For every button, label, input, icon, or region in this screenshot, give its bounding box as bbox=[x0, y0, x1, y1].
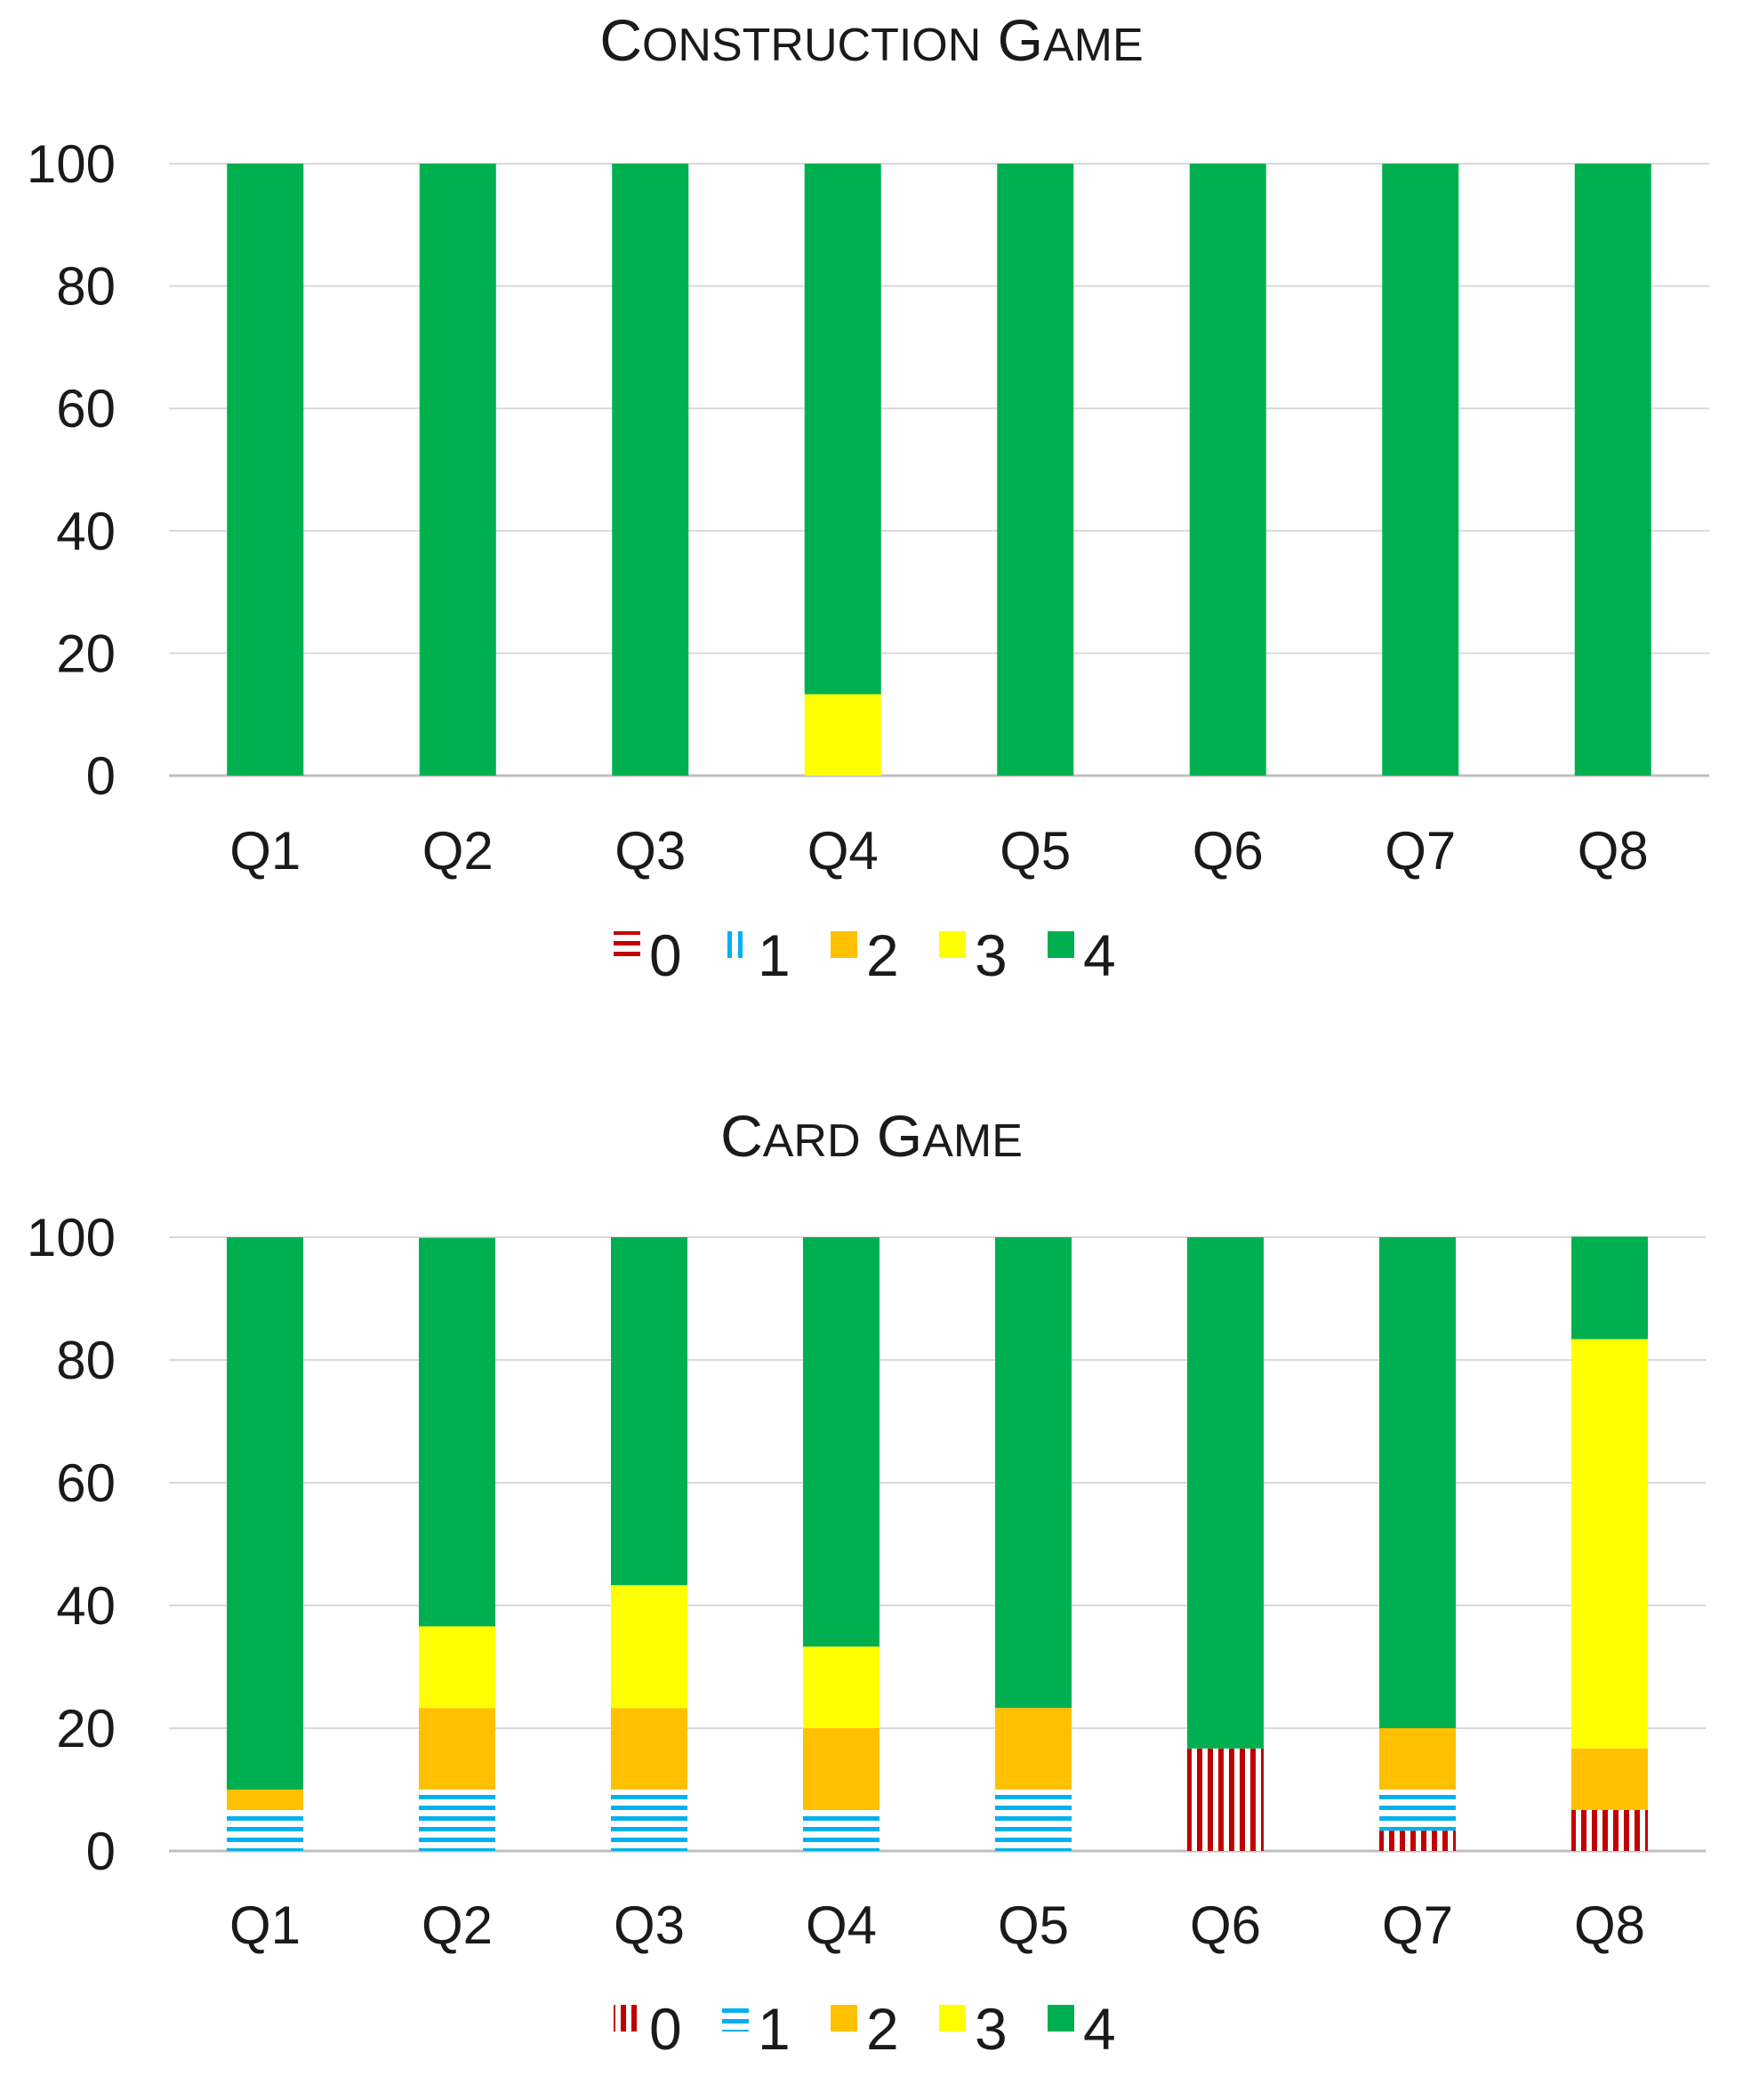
chart-card-game-bar-q3-score-4 bbox=[611, 1237, 687, 1586]
chart-card-game-xtick-label: Q1 bbox=[229, 1895, 301, 1955]
chart-construction-game-xtick-label: Q1 bbox=[229, 821, 301, 881]
chart-card-game-bar-q7-score-0 bbox=[1379, 1830, 1456, 1851]
chart-card-game: CARD GAME 0 20 40 60 80 100 Q1 Q2 Q3 Q4 Q5 Q6 Q7 Q8 0 1 2… bbox=[27, 1103, 1706, 2062]
chart-construction-game-legend-label-1: 1 bbox=[758, 922, 791, 988]
chart-card-game-bar-q2-score-2 bbox=[419, 1708, 495, 1790]
chart-card-game-bar-q7-score-2 bbox=[1379, 1728, 1456, 1790]
chart-card-game-xtick-label: Q7 bbox=[1382, 1895, 1453, 1955]
chart-card-game-bar-q5-score-1 bbox=[995, 1790, 1072, 1851]
chart-construction-game-xtick-label: Q5 bbox=[1000, 821, 1071, 881]
chart-construction-game-legend-swatch-4 bbox=[1048, 931, 1074, 958]
chart-construction-game-legend-label-4: 4 bbox=[1083, 922, 1116, 988]
chart-card-game-bar-q8-score-0 bbox=[1571, 1809, 1648, 1851]
chart-construction-game-legend-swatch-3 bbox=[939, 931, 966, 958]
chart-card-game-bar-q7-score-1 bbox=[1379, 1790, 1456, 1831]
chart-construction-game-legend-label-2: 2 bbox=[866, 922, 899, 988]
chart-construction-game-xtick-label: Q2 bbox=[422, 821, 494, 881]
chart-construction-game-bar-q4-score-4 bbox=[804, 164, 881, 695]
chart-card-game-legend-swatch-2 bbox=[831, 2005, 857, 2032]
chart-card-game-bar-q4-score-4 bbox=[803, 1237, 880, 1647]
chart-card-game-ytick-label: 80 bbox=[56, 1331, 116, 1390]
chart-construction-game-legend-swatch-1 bbox=[722, 931, 749, 958]
chart-construction-game-bar-q3-score-4 bbox=[612, 164, 689, 776]
chart-card-game-bar-q1-score-2 bbox=[227, 1790, 303, 1810]
chart-card-game-legend-label-1: 1 bbox=[758, 1996, 791, 2062]
chart-card-game-xtick-label: Q3 bbox=[614, 1895, 685, 1955]
chart-card-game-bar-q5-score-2 bbox=[995, 1708, 1072, 1790]
chart-construction-game-bar-q1-score-4 bbox=[227, 164, 304, 776]
chart-card-game-bar-q7-score-4 bbox=[1379, 1237, 1456, 1728]
chart-construction-game-ytick-label: 100 bbox=[27, 134, 116, 194]
chart-card-game-ytick-label: 0 bbox=[86, 1822, 116, 1881]
chart-construction-game-title: CONSTRUCTION GAME bbox=[599, 7, 1143, 73]
chart-card-game-bar-q8-score-2 bbox=[1571, 1748, 1648, 1810]
chart-card-game-bar-q3-score-3 bbox=[611, 1585, 687, 1709]
chart-card-game-bar-q4-score-3 bbox=[803, 1646, 880, 1728]
chart-card-game-legend-label-3: 3 bbox=[975, 1996, 1008, 2062]
chart-card-game-legend-swatch-4 bbox=[1048, 2005, 1074, 2032]
chart-card-game-ytick-label: 60 bbox=[56, 1453, 116, 1513]
chart-card-game-bar-q4-score-2 bbox=[803, 1728, 880, 1810]
chart-construction-game-bar-q4-score-3 bbox=[804, 694, 881, 776]
chart-card-game-legend-swatch-3 bbox=[939, 2005, 966, 2032]
chart-card-game-legend-swatch-1 bbox=[722, 2005, 749, 2032]
chart-card-game-title: CARD GAME bbox=[720, 1103, 1023, 1169]
chart-construction-game-legend-swatch-0 bbox=[614, 931, 640, 958]
chart-card-game-xtick-label: Q2 bbox=[422, 1895, 493, 1955]
chart-card-game-bar-q3-score-1 bbox=[611, 1790, 687, 1851]
chart-construction-game-ytick-label: 20 bbox=[56, 624, 116, 683]
chart-construction-game-xtick-label: Q3 bbox=[614, 821, 686, 881]
chart-construction-game-xtick-label: Q6 bbox=[1193, 821, 1264, 881]
chart-construction-game-ytick-label: 0 bbox=[86, 746, 116, 806]
chart-card-game-bar-q8-score-3 bbox=[1571, 1339, 1648, 1749]
chart-construction-game-legend-label-3: 3 bbox=[975, 922, 1008, 988]
chart-construction-game-bar-q5-score-4 bbox=[997, 164, 1074, 776]
chart-construction-game-legend-label-0: 0 bbox=[649, 922, 682, 988]
chart-card-game-bar-q1-score-1 bbox=[227, 1809, 303, 1851]
chart-card-game-bar-q1-score-4 bbox=[227, 1237, 303, 1790]
chart-construction-game-xtick-label: Q8 bbox=[1578, 821, 1649, 881]
chart-card-game-bar-q6-score-0 bbox=[1187, 1748, 1264, 1851]
chart-card-game-bar-q2-score-4 bbox=[419, 1237, 495, 1627]
chart-card-game-legend-label-0: 0 bbox=[649, 1996, 682, 2062]
chart-construction-game-bar-q8-score-4 bbox=[1574, 164, 1651, 776]
chart-construction-game-ytick-label: 40 bbox=[56, 502, 116, 561]
chart-card-game-bar-q6-score-4 bbox=[1187, 1237, 1264, 1749]
chart-card-game-legend-swatch-0 bbox=[614, 2005, 640, 2032]
chart-card-game-xtick-label: Q5 bbox=[998, 1895, 1069, 1955]
chart-construction-game-bar-q7-score-4 bbox=[1382, 164, 1459, 776]
chart-card-game-bar-q4-score-1 bbox=[803, 1809, 880, 1851]
chart-card-game-bar-q2-score-1 bbox=[419, 1790, 495, 1851]
chart-card-game-xtick-label: Q4 bbox=[806, 1895, 877, 1955]
chart-card-game-bar-q8-score-4 bbox=[1571, 1236, 1648, 1340]
chart-construction-game-bar-q6-score-4 bbox=[1189, 164, 1266, 776]
chart-construction-game-ytick-label: 60 bbox=[56, 379, 116, 439]
chart-card-game-ytick-label: 20 bbox=[56, 1699, 116, 1758]
chart-card-game-bar-q5-score-4 bbox=[995, 1237, 1072, 1709]
chart-card-game-bar-q3-score-2 bbox=[611, 1708, 687, 1790]
chart-card-game-bar-q2-score-3 bbox=[419, 1626, 495, 1709]
chart-construction-game-legend-swatch-2 bbox=[831, 931, 857, 958]
chart-card-game-xtick-label: Q6 bbox=[1190, 1895, 1261, 1955]
chart-card-game-legend-label-2: 2 bbox=[866, 1996, 899, 2062]
chart-card-game-legend-label-4: 4 bbox=[1083, 1996, 1116, 2062]
chart-card-game-ytick-label: 100 bbox=[27, 1208, 116, 1267]
chart-card-game-ytick-label: 40 bbox=[56, 1576, 116, 1636]
chart-card-game-xtick-label: Q8 bbox=[1574, 1895, 1645, 1955]
chart-construction-game-ytick-label: 80 bbox=[56, 257, 116, 317]
chart-construction-game-xtick-label: Q4 bbox=[807, 821, 879, 881]
chart-construction-game-xtick-label: Q7 bbox=[1385, 821, 1456, 881]
chart-construction-game-bar-q2-score-4 bbox=[419, 164, 496, 776]
